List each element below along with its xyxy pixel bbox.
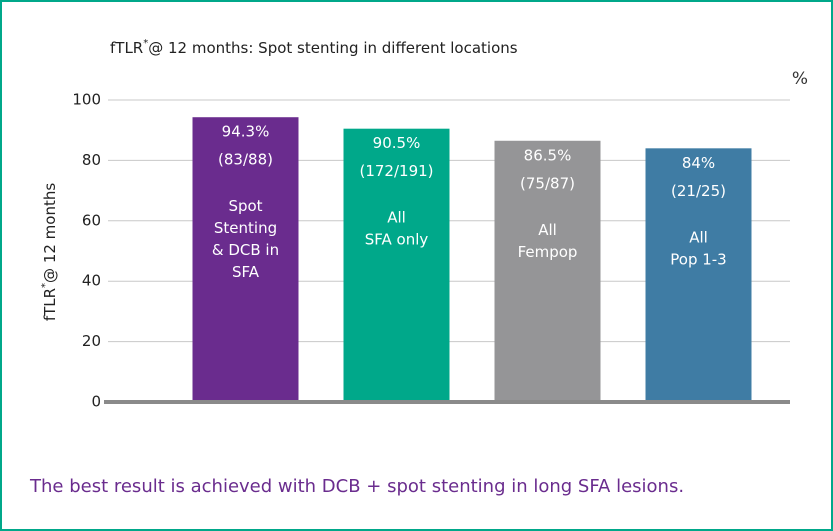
y-tick-label: 0 (91, 393, 101, 411)
bar (343, 128, 450, 402)
count-label: (172/191) (359, 162, 433, 180)
chart-title: fTLR*@ 12 months: Spot stenting in diffe… (110, 38, 518, 57)
footnote: The best result is achieved with DCB + s… (29, 476, 684, 497)
count-label: (75/87) (520, 174, 575, 192)
category-label: All Pop 1-3 (670, 228, 726, 268)
category-label: Spot Stenting & DCB in SFA (212, 197, 279, 281)
unit-label: % (792, 69, 808, 89)
count-label: (21/25) (671, 182, 726, 200)
value-label: 90.5% (373, 134, 421, 152)
y-tick-label: 40 (82, 272, 101, 290)
bar (645, 148, 752, 402)
bar (494, 140, 601, 402)
value-label: 84% (682, 154, 715, 172)
category-label: All SFA only (365, 208, 429, 248)
category-label: All Fempop (518, 220, 578, 260)
y-tick-label: 80 (82, 151, 101, 169)
y-tick-label: 20 (82, 332, 101, 350)
value-label: 94.3% (222, 123, 270, 141)
count-label: (83/88) (218, 151, 273, 169)
y-tick-label: 60 (82, 211, 101, 229)
y-axis-label: fTLR*@ 12 months (40, 183, 59, 322)
bar (192, 117, 299, 403)
value-label: 86.5% (524, 146, 572, 164)
y-tick-label: 100 (72, 91, 101, 109)
